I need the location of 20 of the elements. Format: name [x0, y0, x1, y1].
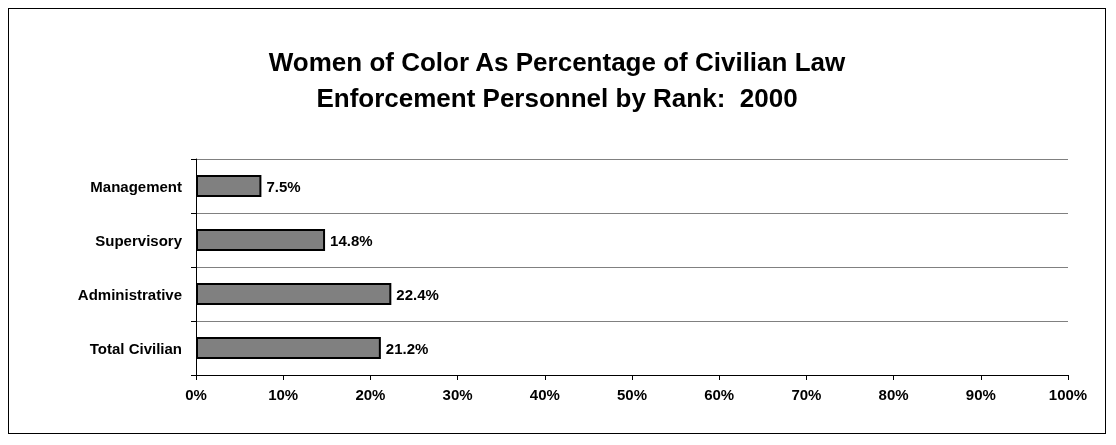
y-tick-label: Supervisory: [95, 231, 183, 249]
x-tick-label: 10%: [268, 386, 299, 403]
x-tick-label: 50%: [616, 386, 648, 403]
chart-title: Women of Color As Percentage of Civilian Law Enforcement Personnel by Rank: 2000: [268, 47, 846, 113]
data-label: 21.2%: [385, 339, 429, 357]
data-label: 14.8%: [330, 231, 373, 249]
x-tick-label: 90%: [965, 386, 996, 403]
y-tick-label: Management: [90, 177, 182, 195]
y-tick-label: Total Civilian: [89, 339, 182, 357]
x-tick-label: 70%: [791, 386, 822, 403]
x-tick-label: 40%: [529, 386, 560, 403]
data-label: 7.5%: [266, 177, 301, 195]
x-tick-label: 30%: [442, 386, 473, 403]
data-label: 22.4%: [396, 285, 439, 303]
y-tick-label: Administrative: [77, 285, 182, 303]
x-tick-label: 80%: [878, 386, 909, 403]
x-tick-label: 100%: [1048, 386, 1088, 403]
x-tick-label: 0%: [185, 386, 207, 403]
x-tick-label: 60%: [704, 386, 735, 403]
x-tick-label: 20%: [355, 386, 386, 403]
